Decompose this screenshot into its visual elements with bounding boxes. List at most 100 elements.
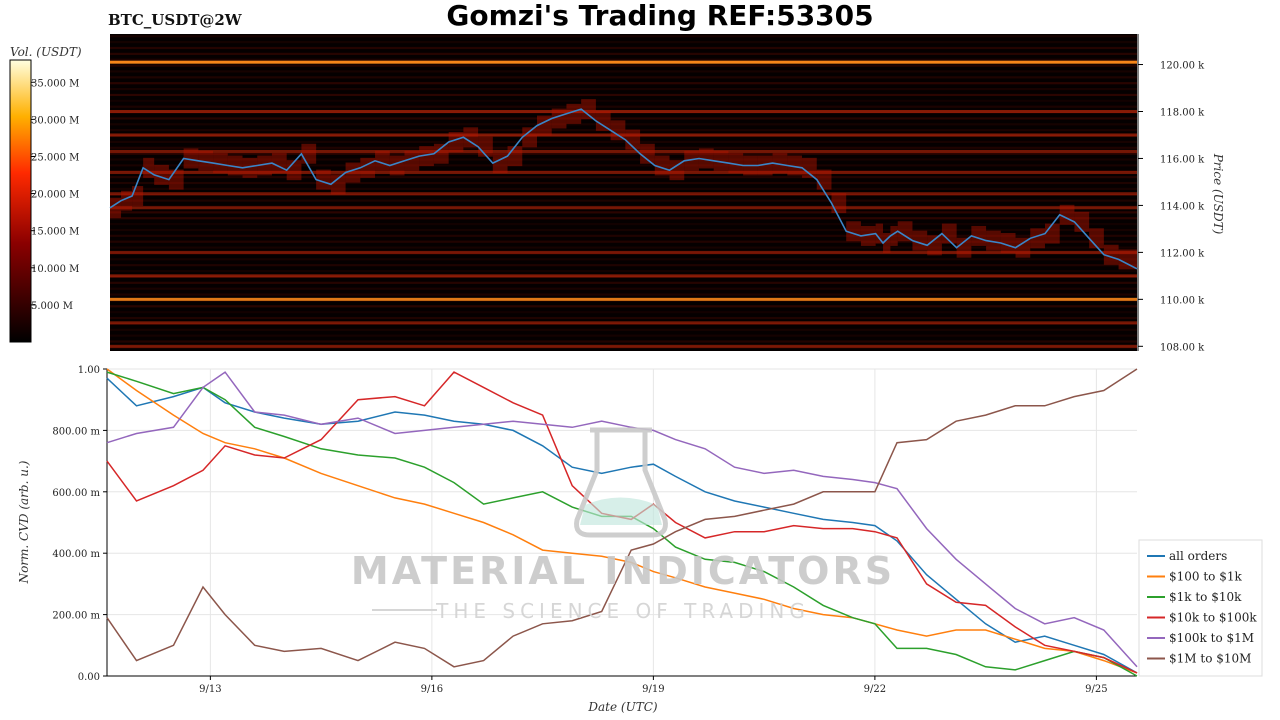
liquidity-band (110, 234, 1137, 237)
price-liquidity-cell (271, 153, 287, 174)
price-liquidity-cell (110, 197, 122, 218)
legend-entry: all orders (1169, 549, 1227, 563)
price-tick-label: 112.00 k (1160, 248, 1205, 259)
price-liquidity-cell (816, 169, 832, 190)
price-liquidity-cell (625, 129, 641, 150)
price-liquidity-cell (610, 120, 626, 141)
legend: all orders $100 to $1k $1k to $10k $10k to … (1138, 539, 1263, 677)
price-liquidity-cell (345, 162, 361, 183)
liquidity-level (110, 344, 1137, 348)
liquidity-band (110, 217, 1137, 220)
liquidity-band (110, 187, 1137, 190)
price-tick-label: 120.00 k (1160, 61, 1205, 72)
colorbar-tick-label: 5.000 M (31, 301, 73, 312)
liquidity-band (110, 293, 1137, 296)
price-liquidity-cell (787, 155, 803, 176)
liquidity-band (110, 93, 1137, 97)
price-axis-label: Price (USDT) (1211, 153, 1225, 235)
liquidity-band (110, 199, 1137, 202)
liquidity-band (110, 287, 1137, 290)
liquidity-band (110, 158, 1137, 161)
liquidity-level (110, 250, 1137, 254)
cvd-x-tick-label: 9/16 (421, 684, 443, 695)
cvd-x-tick-label: 9/19 (642, 684, 664, 695)
price-liquidity-cell (713, 150, 729, 171)
cvd-panel: 0.00 200.00 m 400.00 m 600.00 m 800.00 m 1.00… (52, 365, 1138, 695)
liquidity-band (110, 117, 1137, 120)
cvd-series-line (106, 368, 1138, 674)
price-liquidity-cell (669, 160, 685, 181)
price-liquidity-cell (121, 190, 133, 211)
liquidity-band (110, 176, 1137, 179)
price-liquidity-cell (1089, 228, 1104, 249)
liquidity-band (110, 129, 1137, 132)
watermark-line2: THE SCIENCE OF TRADING (435, 599, 810, 623)
price-tick-label: 110.00 k (1160, 295, 1205, 306)
price-liquidity-cell (143, 157, 155, 178)
price-liquidity-cell (404, 150, 420, 171)
liquidity-band (110, 70, 1137, 73)
price-liquidity-cell (213, 153, 228, 174)
liquidity-band (110, 264, 1137, 267)
price-liquidity-cell (927, 235, 942, 256)
cvd-y-tick-label: 800.00 m (52, 426, 100, 437)
price-liquidity-cell (360, 157, 376, 178)
price-liquidity-cell (860, 225, 876, 246)
liquidity-band (110, 223, 1137, 226)
colorbar-tick-label: 25.000 M (31, 152, 79, 163)
liquidity-band (110, 211, 1137, 214)
price-line (109, 108, 1138, 270)
liquidity-level (110, 206, 1137, 210)
price-liquidity-cell (478, 136, 493, 157)
price-tick-label: 114.00 k (1160, 201, 1205, 212)
liquidity-level (110, 109, 1137, 113)
price-liquidity-cell (971, 225, 987, 246)
cvd-y-tick-label: 400.00 m (52, 549, 100, 560)
chart-title: Gomzi's Trading REF:53305 (446, 0, 873, 32)
price-liquidity-cell (419, 146, 434, 167)
price-liquidity-cell (912, 230, 928, 251)
price-tick-label: 108.00 k (1160, 342, 1205, 353)
cvd-x-axis-label: Date (UTC) (587, 700, 657, 714)
cvd-y-tick-label: 0.00 (78, 672, 100, 683)
price-liquidity-cell (698, 148, 714, 169)
price-liquidity-cell (802, 157, 817, 178)
colorbar-tick-label: 15.000 M (31, 227, 79, 238)
price-liquidity-cell (941, 223, 957, 244)
price-liquidity-cell (257, 155, 272, 176)
liquidity-band (110, 305, 1137, 308)
price-liquidity-cell (566, 103, 582, 124)
price-liquidity-cell (986, 230, 1001, 251)
price-liquidity-cell (684, 150, 699, 171)
price-liquidity-cell (1044, 223, 1060, 244)
price-liquidity-cell (522, 127, 537, 148)
price-liquidity-cell (389, 155, 405, 176)
price-liquidity-cell (897, 221, 913, 242)
liquidity-band (110, 41, 1137, 44)
price-liquidity-cell (132, 186, 144, 207)
liquidity-band (110, 328, 1137, 331)
liquidity-level (110, 171, 1137, 175)
price-liquidity-cell (1015, 237, 1031, 258)
legend-entry: $1M to $10M (1169, 652, 1251, 666)
colorbar (9, 59, 32, 343)
liquidity-band (110, 123, 1137, 126)
price-liquidity-cell (448, 132, 464, 153)
liquidity-band (110, 258, 1137, 261)
price-liquidity-cell (728, 153, 744, 174)
cvd-y-tick-label: 600.00 m (52, 488, 100, 499)
price-liquidity-cell (227, 155, 243, 176)
liquidity-band (110, 46, 1137, 50)
legend-entry: $10k to $100k (1169, 611, 1257, 625)
liquidity-band (110, 340, 1137, 343)
price-liquidity-cell (875, 223, 884, 244)
price-liquidity-cell (1074, 211, 1090, 232)
price-liquidity-cell (890, 225, 898, 246)
price-liquidity-cell (168, 169, 184, 190)
liquidity-band (110, 181, 1137, 185)
legend-box (1138, 539, 1263, 677)
price-liquidity-cell (551, 108, 567, 129)
watermark-line1: MATERIAL INDICATORS (351, 549, 895, 593)
liquidity-band (110, 99, 1137, 102)
price-liquidity-cell (956, 237, 972, 258)
